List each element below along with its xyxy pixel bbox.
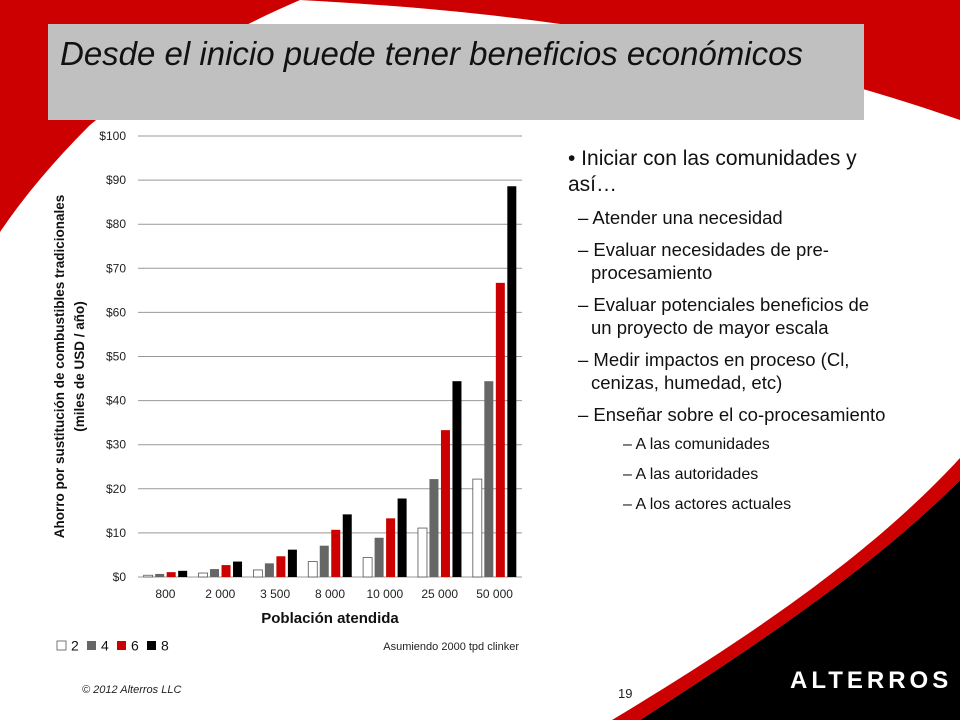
legend-label-2: 2	[71, 638, 79, 654]
slide-title: Desde el inicio puede tener beneficios e…	[60, 35, 803, 72]
bar-4-25000	[429, 479, 439, 577]
y-tick-label: $100	[99, 129, 126, 143]
x-tick-label: 8 000	[315, 587, 345, 601]
bar-4-10000	[374, 537, 384, 577]
bar-8-3500	[287, 549, 297, 577]
legend-swatch-4	[87, 641, 96, 650]
page-number: 19	[618, 686, 633, 701]
x-axis-label: Población atendida	[261, 610, 399, 627]
y-tick-label: $10	[106, 526, 126, 540]
bar-6-3500	[276, 556, 286, 577]
copyright-text: © 2012 Alterros LLC	[82, 684, 182, 696]
bar-8-10000	[397, 498, 407, 577]
bar-chart: $0 $10 $20 $30 $40 $50 $60 $70 $80 $90 $100 800 2 00…	[52, 129, 522, 654]
y-tick-label: $40	[106, 394, 126, 408]
bullet-item: • Iniciar con las comunidades y así…	[568, 147, 857, 196]
y-axis-label: Ahorro por sustitución de combustibles t…	[52, 195, 67, 539]
bullet-item: – A las autoridades	[623, 466, 759, 483]
bar-6-8000	[331, 529, 341, 577]
y-tick-label: $90	[106, 173, 126, 187]
y-tick-label: $60	[106, 305, 126, 319]
y-tick-label: $0	[113, 570, 127, 584]
bar-6-2000	[221, 565, 231, 577]
x-tick-label: 25 000	[421, 587, 458, 601]
bottom-right-black-swoosh	[640, 480, 960, 720]
x-tick-label: 50 000	[476, 587, 513, 601]
bar-2-25000	[417, 527, 428, 578]
bar-2-8000	[307, 561, 318, 578]
y-tick-label: $70	[106, 261, 126, 275]
bar-6-25000	[440, 430, 450, 577]
legend-swatch-6	[117, 641, 126, 650]
x-tick-label: 10 000	[367, 587, 404, 601]
bullet-item: – Evaluar necesidades de pre-procesamien…	[578, 239, 829, 283]
bar-4-8000	[319, 545, 329, 577]
chart-annotation: Asumiendo 2000 tpd clinker	[383, 641, 519, 653]
legend-swatch-2	[56, 640, 67, 651]
title-bar: Desde el inicio puede tener beneficios e…	[48, 24, 864, 120]
x-tick-label: 3 500	[260, 587, 290, 601]
bullet-item: – Atender una necesidad	[578, 207, 783, 228]
legend-swatch-8	[147, 641, 156, 650]
bar-8-25000	[452, 381, 462, 577]
legend-label-8: 8	[161, 638, 169, 654]
bullet-item: – Evaluar potenciales beneficios de un p…	[578, 294, 870, 338]
bullet-item: – Medir impactos en proceso (Cl, cenizas…	[578, 349, 850, 393]
y-tick-label: $80	[106, 217, 126, 231]
bar-2-3500	[252, 569, 263, 578]
bullet-list: • Iniciar con las comunidades y así… – A…	[568, 146, 888, 525]
y-tick-label: $30	[106, 438, 126, 452]
x-tick-label: 2 000	[205, 587, 235, 601]
legend-label-6: 6	[131, 638, 139, 654]
bar-6-800	[166, 572, 176, 577]
y-axis-label: (miles de USD / año)	[72, 301, 87, 432]
bar-6-50000	[495, 282, 505, 577]
bullet-item: – Enseñar sobre el co-procesamiento	[578, 404, 886, 425]
bar-8-800	[178, 570, 188, 577]
bar-2-50000	[472, 478, 483, 578]
bar-6-10000	[386, 518, 396, 577]
bullet-item: – A las comunidades	[623, 436, 770, 453]
bar-4-3500	[264, 563, 274, 577]
bar-2-2000	[198, 572, 208, 578]
bullet-item: – A los actores actuales	[623, 496, 792, 513]
bar-4-50000	[484, 381, 494, 577]
bar-2-10000	[362, 557, 373, 578]
bar-4-800	[155, 573, 165, 577]
bar-8-8000	[342, 514, 352, 577]
bar-8-50000	[507, 186, 517, 578]
bar-8-2000	[233, 561, 243, 577]
y-tick-label: $20	[106, 482, 126, 496]
bar-2-800	[143, 574, 154, 578]
alterros-logo: ALTERROS	[790, 667, 953, 694]
bar-4-2000	[210, 569, 220, 577]
y-tick-label: $50	[106, 350, 126, 364]
legend-label-4: 4	[101, 638, 109, 654]
x-tick-label: 800	[155, 587, 175, 601]
